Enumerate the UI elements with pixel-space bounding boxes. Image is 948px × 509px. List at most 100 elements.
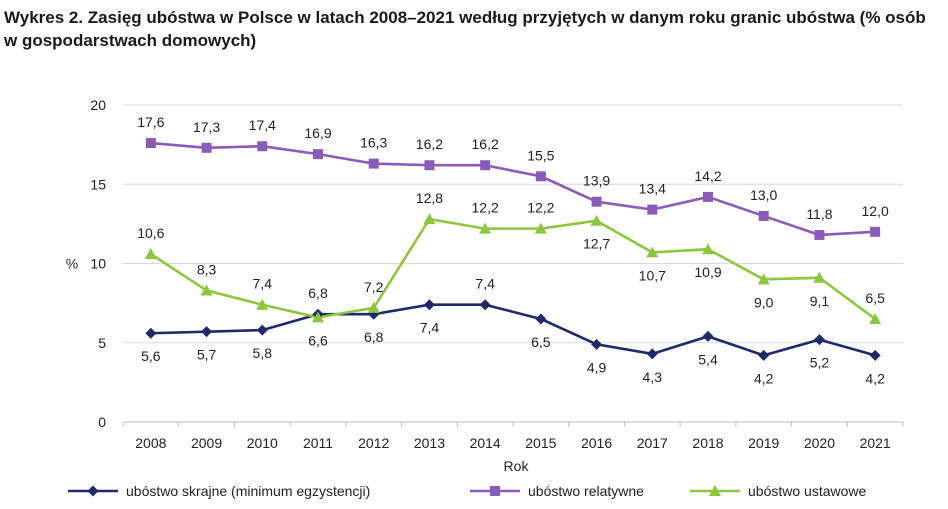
data-point bbox=[480, 160, 491, 171]
x-tick-label: 2015 bbox=[525, 435, 556, 451]
legend-marker bbox=[709, 485, 721, 496]
data-point bbox=[201, 326, 213, 338]
data-point bbox=[479, 222, 492, 234]
data-point bbox=[313, 149, 323, 160]
data-label: 12,7 bbox=[583, 236, 610, 252]
data-point bbox=[646, 348, 658, 360]
data-label: 17,4 bbox=[249, 117, 276, 133]
data-label: 7,4 bbox=[475, 276, 495, 292]
legend-label: ubóstwo ustawowe bbox=[748, 483, 867, 499]
x-tick-label: 2021 bbox=[860, 435, 891, 451]
x-tick-label: 2010 bbox=[247, 435, 278, 451]
data-point bbox=[813, 334, 825, 346]
data-label: 17,3 bbox=[193, 119, 220, 135]
legend-label: ubóstwo skrajne (minimum egzystencji) bbox=[126, 483, 370, 499]
x-tick-label: 2016 bbox=[581, 435, 612, 451]
data-label: 10,9 bbox=[694, 264, 721, 280]
data-label: 17,6 bbox=[137, 114, 164, 130]
data-label: 16,2 bbox=[472, 136, 499, 152]
y-tick-label: 15 bbox=[90, 176, 106, 192]
data-point bbox=[256, 324, 268, 336]
data-point bbox=[145, 327, 157, 339]
data-point bbox=[423, 213, 436, 225]
data-label: 16,3 bbox=[360, 135, 387, 151]
data-label: 9,1 bbox=[810, 293, 830, 309]
data-label: 5,7 bbox=[197, 347, 217, 363]
data-label: 6,6 bbox=[308, 332, 328, 348]
data-label: 13,4 bbox=[639, 181, 666, 197]
data-label: 5,6 bbox=[141, 348, 161, 364]
chart-title: Wykres 2. Zasięg ubóstwa w Polsce w lata… bbox=[4, 8, 926, 50]
x-tick-label: 2020 bbox=[804, 435, 835, 451]
data-label: 9,0 bbox=[754, 294, 774, 310]
data-label: 7,4 bbox=[420, 320, 440, 336]
data-label: 12,8 bbox=[416, 190, 443, 206]
data-label: 12,2 bbox=[527, 200, 554, 216]
x-tick-label: 2017 bbox=[637, 435, 668, 451]
data-point bbox=[702, 330, 714, 342]
data-label: 15,5 bbox=[527, 147, 554, 163]
data-label: 10,6 bbox=[137, 225, 164, 241]
legend-marker bbox=[87, 485, 99, 497]
data-point bbox=[813, 271, 826, 283]
x-tick-label: 2009 bbox=[191, 435, 222, 451]
data-label: 16,9 bbox=[304, 125, 331, 141]
x-tick-label: 2012 bbox=[358, 435, 389, 451]
data-point bbox=[647, 204, 658, 215]
data-point bbox=[424, 160, 435, 171]
data-label: 13,0 bbox=[750, 187, 777, 203]
data-point bbox=[703, 191, 713, 202]
data-point bbox=[869, 349, 881, 361]
x-tick-label: 2018 bbox=[692, 435, 723, 451]
data-point bbox=[368, 158, 379, 169]
data-label: 13,9 bbox=[583, 173, 610, 189]
x-tick-label: 2019 bbox=[748, 435, 779, 451]
data-point bbox=[758, 210, 769, 221]
data-label: 12,0 bbox=[862, 203, 889, 219]
data-label: 7,4 bbox=[253, 276, 273, 292]
data-label: 14,2 bbox=[694, 168, 721, 184]
x-axis-title: Rok bbox=[504, 458, 530, 474]
data-point bbox=[814, 229, 825, 240]
x-tick-label: 2013 bbox=[414, 435, 445, 451]
data-label: 10,7 bbox=[639, 267, 666, 283]
x-tick-label: 2014 bbox=[470, 435, 501, 451]
data-label: 5,2 bbox=[810, 355, 830, 371]
data-label: 6,5 bbox=[865, 290, 885, 306]
series-line-1 bbox=[150, 303, 876, 357]
series-line-2 bbox=[150, 141, 876, 237]
data-point bbox=[257, 141, 268, 152]
data-point bbox=[590, 214, 603, 226]
y-tick-label: 0 bbox=[98, 414, 106, 430]
data-point bbox=[591, 196, 602, 207]
data-label: 6,5 bbox=[531, 334, 551, 350]
data-label: 5,4 bbox=[698, 351, 718, 367]
data-point bbox=[367, 301, 380, 313]
data-label: 4,2 bbox=[754, 370, 774, 386]
x-tick-label: 2008 bbox=[135, 435, 166, 451]
data-point bbox=[758, 349, 770, 361]
data-point bbox=[535, 171, 546, 182]
data-point bbox=[201, 142, 212, 153]
data-point bbox=[870, 226, 881, 237]
data-label: 11,8 bbox=[806, 206, 832, 222]
data-point bbox=[479, 299, 491, 311]
data-point bbox=[200, 284, 213, 296]
data-point bbox=[423, 299, 435, 311]
data-label: 6,8 bbox=[308, 285, 328, 301]
data-label: 7,2 bbox=[364, 279, 384, 295]
x-tick-label: 2011 bbox=[303, 435, 333, 451]
data-label: 12,2 bbox=[472, 200, 499, 216]
data-point bbox=[535, 313, 547, 325]
data-point bbox=[312, 311, 324, 323]
legend-marker bbox=[490, 486, 500, 496]
data-label: 5,8 bbox=[253, 345, 273, 361]
legend-label: ubóstwo relatywne bbox=[528, 483, 644, 499]
data-point bbox=[702, 243, 714, 255]
data-label: 4,9 bbox=[587, 359, 607, 375]
y-tick-label: 5 bbox=[98, 335, 106, 351]
data-point bbox=[869, 312, 882, 324]
data-label: 4,2 bbox=[865, 370, 885, 386]
data-point bbox=[256, 298, 269, 310]
